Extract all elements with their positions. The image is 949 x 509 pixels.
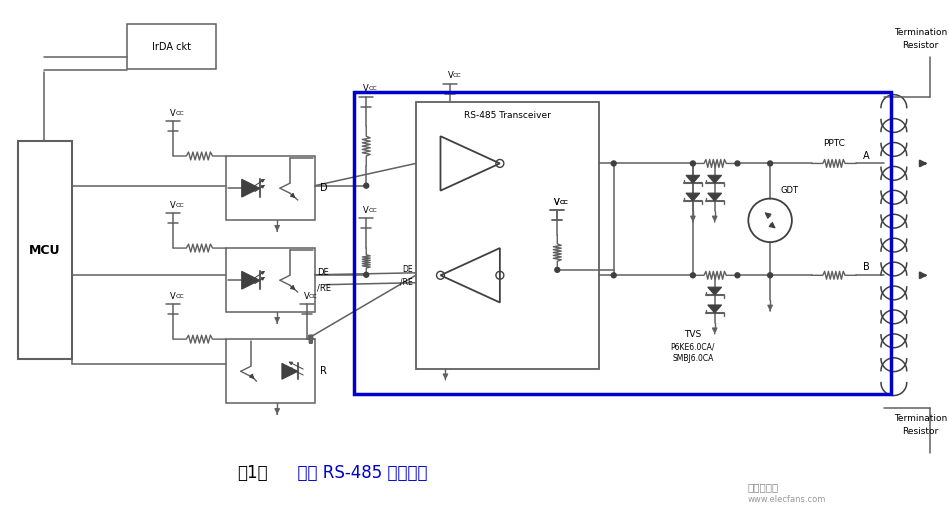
Text: DE: DE: [402, 265, 413, 274]
Text: 图1：: 图1：: [237, 464, 269, 482]
Bar: [127, 24, 215, 69]
Text: Termination: Termination: [894, 414, 947, 423]
Text: 电子发烧友: 电子发烧友: [748, 483, 778, 493]
Bar: [226, 248, 315, 313]
Polygon shape: [708, 175, 721, 183]
Text: V: V: [554, 198, 560, 207]
Text: R: R: [320, 366, 326, 376]
Circle shape: [691, 161, 696, 166]
Text: V: V: [171, 201, 177, 210]
Polygon shape: [282, 363, 298, 379]
Text: V: V: [448, 71, 454, 80]
Text: CC: CC: [453, 73, 461, 78]
Text: Resistor: Resistor: [902, 427, 939, 436]
Text: /RE: /RE: [400, 277, 413, 286]
Text: CC: CC: [176, 294, 184, 299]
Text: DE: DE: [317, 268, 328, 277]
Text: /RE: /RE: [317, 284, 331, 293]
Circle shape: [768, 161, 772, 166]
Text: V: V: [171, 292, 177, 301]
Text: CC: CC: [559, 200, 568, 205]
Circle shape: [735, 161, 740, 166]
Text: A: A: [863, 151, 869, 160]
Text: CC: CC: [176, 111, 184, 116]
Text: D: D: [320, 183, 327, 193]
Circle shape: [735, 273, 740, 278]
Text: www.elecfans.com: www.elecfans.com: [748, 495, 826, 504]
Text: CC: CC: [176, 203, 184, 208]
Text: Termination: Termination: [894, 28, 947, 37]
Text: CC: CC: [559, 200, 568, 205]
Polygon shape: [686, 193, 699, 201]
Circle shape: [363, 183, 369, 188]
Text: B: B: [863, 262, 869, 272]
Text: IrDA ckt: IrDA ckt: [152, 42, 191, 51]
Bar: [226, 339, 315, 404]
Circle shape: [555, 267, 560, 272]
Polygon shape: [242, 271, 259, 289]
Circle shape: [611, 273, 616, 278]
Text: CC: CC: [308, 294, 318, 299]
Bar: [416, 102, 599, 369]
Polygon shape: [686, 175, 699, 183]
Polygon shape: [708, 287, 721, 295]
Circle shape: [363, 272, 369, 277]
Text: Resistor: Resistor: [902, 41, 939, 50]
Bar: [18, 141, 72, 359]
Text: V: V: [554, 198, 560, 207]
Polygon shape: [708, 193, 721, 201]
Text: GDT: GDT: [780, 186, 798, 195]
Text: MCU: MCU: [29, 243, 61, 257]
Text: TVS: TVS: [684, 330, 701, 339]
Text: PPTC: PPTC: [824, 139, 846, 148]
Text: V: V: [304, 292, 309, 301]
Text: 电表 RS-485 接口保护: 电表 RS-485 接口保护: [287, 464, 428, 482]
Circle shape: [768, 273, 772, 278]
Text: V: V: [171, 109, 177, 118]
Circle shape: [611, 161, 616, 166]
Text: V: V: [363, 84, 369, 93]
Text: SMBJ6.0CA: SMBJ6.0CA: [672, 354, 714, 363]
Polygon shape: [708, 305, 721, 313]
Bar: [354, 92, 891, 393]
Polygon shape: [242, 179, 259, 197]
Text: V: V: [363, 206, 369, 215]
Text: RS-485 Transceiver: RS-485 Transceiver: [464, 111, 550, 120]
Text: P6KE6.0CA/: P6KE6.0CA/: [671, 342, 716, 351]
Circle shape: [691, 273, 696, 278]
Text: CC: CC: [368, 208, 377, 213]
Text: CC: CC: [368, 86, 377, 91]
Bar: [226, 156, 315, 220]
